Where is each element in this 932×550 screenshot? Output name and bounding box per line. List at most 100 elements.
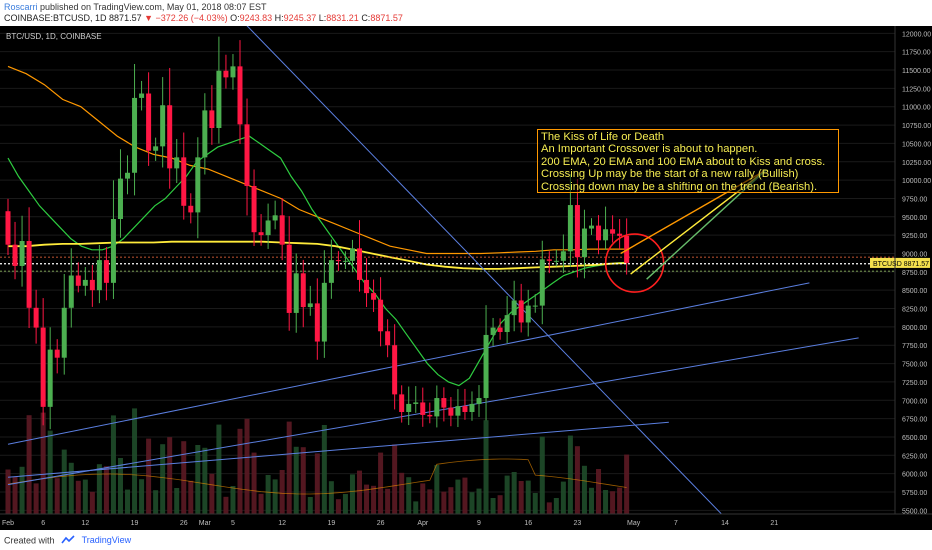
annotation-line: The Kiss of Life or Death xyxy=(541,131,665,143)
volume-bar xyxy=(223,496,229,514)
y-tick-label: 10750.00 xyxy=(902,123,931,130)
candle-body xyxy=(406,403,412,412)
candle-body xyxy=(96,260,102,291)
volume-bar xyxy=(406,477,412,514)
candle-body xyxy=(146,93,152,151)
volume-bar xyxy=(420,483,426,514)
volume-bar xyxy=(68,462,74,514)
volume-bar xyxy=(364,484,370,514)
candle-body xyxy=(293,273,299,313)
volume-bar xyxy=(75,480,81,514)
candle-body xyxy=(462,406,468,412)
volume-bar xyxy=(251,452,257,514)
volume-bar xyxy=(160,444,166,514)
volume-bar xyxy=(279,470,285,514)
candle-body xyxy=(469,403,475,412)
candlestick-chart[interactable]: BTCUSD 8871.57 12000.00 11750.00 11500.00 1… xyxy=(0,10,932,530)
x-axis-bar xyxy=(0,514,932,530)
candle-body xyxy=(12,244,18,266)
volume-bar xyxy=(581,465,587,514)
volume-bar xyxy=(125,489,131,514)
candle-body xyxy=(357,248,362,280)
volume-bar xyxy=(462,477,468,514)
x-tick-label: 21 xyxy=(770,520,778,527)
candle-body xyxy=(413,402,419,404)
created-with-text: Created with xyxy=(4,535,55,546)
volume-bar xyxy=(202,447,208,514)
candle-body xyxy=(103,260,109,283)
y-tick-label: 8500.00 xyxy=(902,288,927,295)
volume-bar xyxy=(174,488,180,514)
volume-bar xyxy=(5,469,11,514)
candle-body xyxy=(33,307,39,328)
candle-body xyxy=(349,248,355,261)
volume-bar xyxy=(181,441,187,514)
volume-bar xyxy=(293,446,299,514)
candle-body xyxy=(567,205,573,252)
y-tick-label: 8000.00 xyxy=(902,325,927,332)
candle-body xyxy=(560,251,566,261)
candle-body xyxy=(202,110,208,158)
volume-bar xyxy=(195,445,201,514)
x-tick-label: 19 xyxy=(327,520,335,527)
candle-body xyxy=(441,398,447,408)
candle-body xyxy=(511,300,517,316)
volume-bar xyxy=(441,491,447,514)
volume-bar xyxy=(265,475,271,514)
volume-bar xyxy=(427,489,433,514)
candle-body xyxy=(244,124,250,186)
candle-body xyxy=(427,414,433,417)
candle-body xyxy=(181,157,187,206)
candle-body xyxy=(581,228,587,258)
low-label: L: xyxy=(318,13,327,23)
y-tick-label: 7750.00 xyxy=(902,343,927,350)
volume-bar xyxy=(532,493,538,514)
chart-area[interactable]: BTCUSD 8871.57 12000.00 11750.00 11500.00 1… xyxy=(0,10,932,530)
volume-bar xyxy=(33,483,39,514)
candle-body xyxy=(518,300,524,323)
price-tag-text: BTCUSD 8871.57 xyxy=(873,261,929,268)
volume-bar xyxy=(525,480,531,514)
volume-bar xyxy=(300,447,306,514)
y-tick-label: 9250.00 xyxy=(902,233,927,240)
volume-bar xyxy=(603,490,609,514)
annotation-box[interactable]: The Kiss of Life or Death An Important C… xyxy=(537,129,839,193)
x-tick-label: Apr xyxy=(417,520,429,527)
candle-body xyxy=(434,398,440,417)
volume-bar xyxy=(392,444,398,514)
candle-body xyxy=(504,315,510,333)
chart-footer: Created with TradingView xyxy=(0,530,932,550)
candle-body xyxy=(490,327,496,335)
candle-body xyxy=(399,394,405,412)
volume-bar xyxy=(110,415,116,514)
volume-bar xyxy=(476,488,482,514)
candle-body xyxy=(160,105,166,147)
tradingview-link[interactable]: TradingView xyxy=(81,535,132,546)
author-link[interactable]: Roscarri xyxy=(4,2,38,12)
close-value: 8871.57 xyxy=(370,13,403,23)
candle-body xyxy=(68,275,74,308)
y-tick-label: 5500.00 xyxy=(902,508,927,515)
volume-bar xyxy=(546,502,552,514)
candle-body xyxy=(378,299,384,332)
candle-body xyxy=(328,260,334,283)
x-tick-label: 6 xyxy=(41,520,45,527)
volume-bar xyxy=(448,487,454,514)
candle-body xyxy=(525,305,531,323)
candle-body xyxy=(167,105,173,169)
price-tag xyxy=(870,257,930,268)
volume-bar xyxy=(553,498,559,514)
volume-bar xyxy=(188,480,194,514)
y-tick-label: 11500.00 xyxy=(902,68,931,75)
volume-bar xyxy=(434,465,440,514)
volume-bar xyxy=(132,408,138,514)
close-label: C: xyxy=(361,13,371,23)
x-tick-label: 12 xyxy=(81,520,89,527)
candle-body xyxy=(26,241,32,308)
volume-bar xyxy=(230,486,236,514)
candle-body xyxy=(321,282,327,342)
candle-body xyxy=(61,307,67,358)
volume-bar xyxy=(567,435,573,514)
candle-body xyxy=(223,70,229,78)
volume-bar xyxy=(26,415,32,514)
